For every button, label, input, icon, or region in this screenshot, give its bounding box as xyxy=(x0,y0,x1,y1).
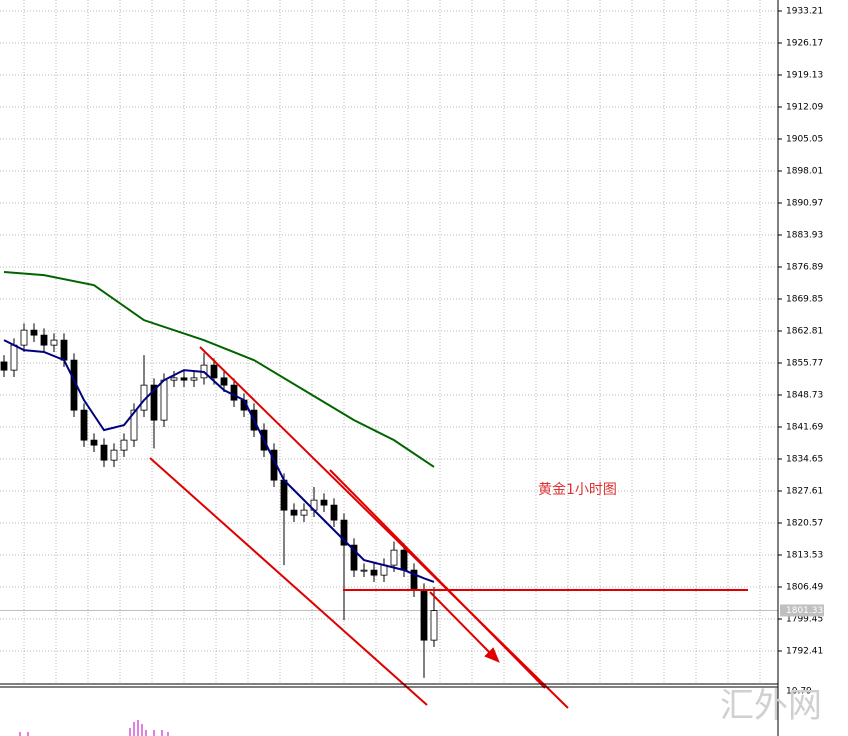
current-price-label: 1801.33 xyxy=(786,606,823,616)
y-tick-label: 1890.97 xyxy=(786,199,823,209)
y-tick-label: 1855.77 xyxy=(786,359,823,369)
candle-body xyxy=(390,549,398,566)
candle-body xyxy=(320,499,328,506)
candle-body xyxy=(220,377,228,386)
y-tick-label: 1919.13 xyxy=(786,71,823,81)
indicator-tick-label: 10.79 xyxy=(786,687,812,697)
y-tick-label: 1876.89 xyxy=(786,263,823,273)
candle-body xyxy=(180,377,188,381)
y-tick-label: 1820.57 xyxy=(786,519,823,529)
y-tick-label: 1827.61 xyxy=(786,487,823,497)
candle-body xyxy=(150,384,158,421)
trend-line xyxy=(149,457,428,706)
candle-body xyxy=(170,377,178,381)
candle-body xyxy=(330,504,338,521)
y-tick-label: 1898.01 xyxy=(786,167,823,177)
candle-body xyxy=(400,549,408,571)
candle-body xyxy=(160,379,168,421)
candle-body xyxy=(80,409,88,441)
candle-body xyxy=(420,589,428,641)
candle-body xyxy=(130,409,138,441)
candle-body xyxy=(30,329,38,336)
y-tick-label: 1834.65 xyxy=(786,455,823,465)
candle-body xyxy=(360,569,368,572)
candle-body xyxy=(110,449,118,461)
candle-body xyxy=(20,329,28,346)
candle-body xyxy=(290,509,298,516)
y-tick-label: 1912.09 xyxy=(786,103,823,113)
y-tick-label: 1806.49 xyxy=(786,583,823,593)
y-tick-label: 1792.41 xyxy=(786,647,823,657)
y-tick-label: 1813.53 xyxy=(786,551,823,561)
arrow-head xyxy=(484,647,500,663)
candle-body xyxy=(210,364,218,379)
candle-body xyxy=(120,439,128,451)
candle-body xyxy=(190,377,198,381)
y-tick-label: 1869.85 xyxy=(786,295,823,305)
indicator-bars xyxy=(19,720,169,736)
candle-body xyxy=(50,339,58,346)
candle-body xyxy=(90,439,98,446)
candle-body xyxy=(60,339,68,361)
candle-body xyxy=(280,479,288,511)
y-tick-label: 1883.93 xyxy=(786,231,823,241)
y-tick-label: 1799.45 xyxy=(786,615,823,625)
candle-body xyxy=(10,344,18,371)
y-tick-label: 1841.69 xyxy=(786,423,823,433)
candle-body xyxy=(40,334,48,346)
y-tick-label: 1933.21 xyxy=(786,7,823,17)
drawings xyxy=(149,346,748,709)
candle-body xyxy=(430,610,438,641)
candle-body xyxy=(350,544,358,571)
watermark: 汇外网 xyxy=(720,686,822,726)
moving-average xyxy=(3,339,435,583)
candle-body xyxy=(370,569,378,576)
y-tick-label: 1848.73 xyxy=(786,391,823,401)
annotation: 黄金1小时图 xyxy=(538,481,617,498)
y-tick-label: 1862.81 xyxy=(786,327,823,337)
y-tick-label: 1926.17 xyxy=(786,39,823,49)
candle-body xyxy=(100,444,108,461)
arrow-line xyxy=(429,591,495,658)
marks xyxy=(0,270,438,678)
candle-body xyxy=(340,519,348,546)
current-price-box xyxy=(780,604,824,617)
candle-body xyxy=(0,361,8,371)
candle-body xyxy=(300,509,308,516)
y-tick-label: 1905.05 xyxy=(786,135,823,145)
trend-line xyxy=(329,469,546,689)
candle-body xyxy=(230,384,238,401)
moving-average xyxy=(3,270,435,468)
